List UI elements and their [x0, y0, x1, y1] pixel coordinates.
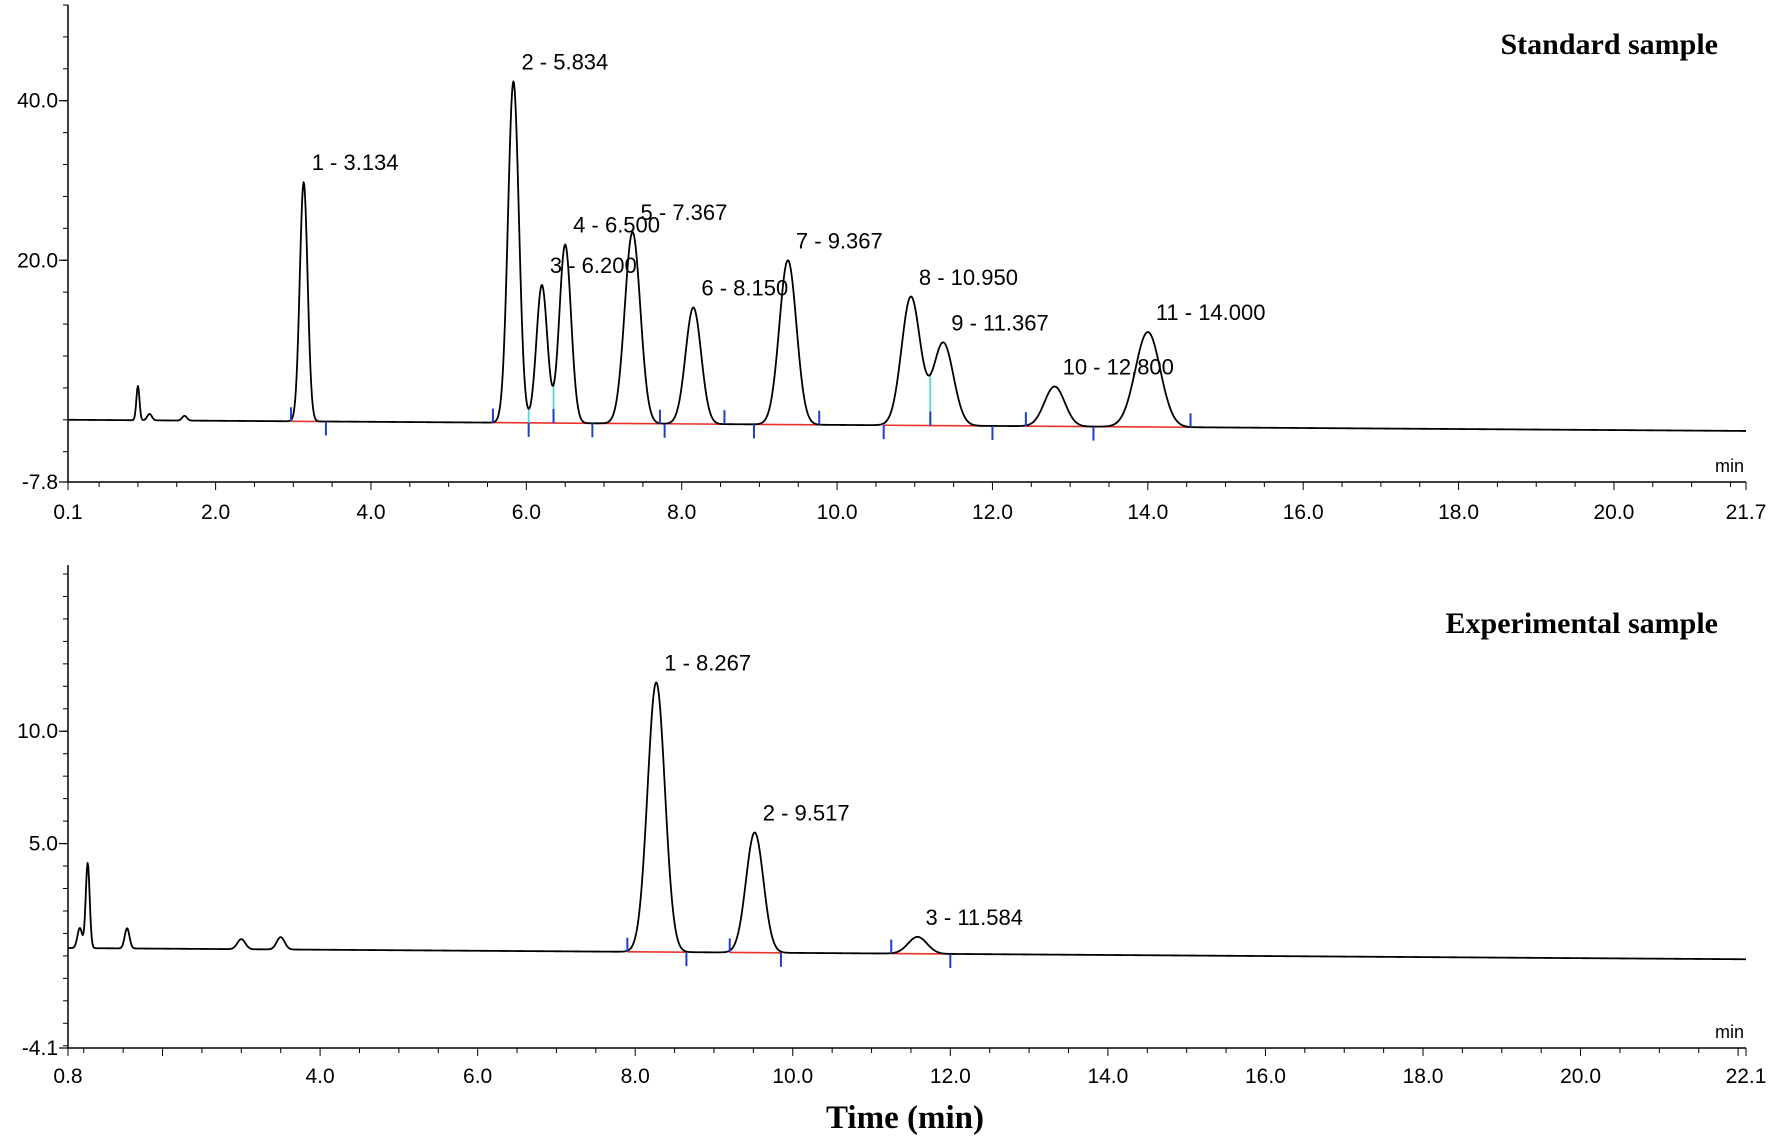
x-tick-label: 4.0: [356, 501, 385, 524]
x-tick-label: 20.0: [1560, 1065, 1601, 1088]
peak-label: 1 - 8.267: [664, 650, 751, 675]
peak-label: 2 - 5.834: [521, 49, 608, 74]
x-tick-label: 18.0: [1438, 501, 1479, 524]
x-unit-label: min: [1715, 456, 1744, 476]
x-tick-label: 21.7: [1726, 501, 1767, 524]
panel-title: Experimental sample: [1446, 607, 1718, 640]
x-tick-label: 12.0: [972, 501, 1013, 524]
y-tick-label: 40.0: [17, 90, 58, 113]
peak-label: 7 - 9.367: [796, 228, 883, 253]
peak-label: 8 - 10.950: [919, 265, 1018, 290]
peak-label: 5 - 7.367: [641, 200, 728, 225]
peak-label: 9 - 11.367: [951, 311, 1048, 336]
y-tick-label: -4.1: [22, 1037, 58, 1060]
x-tick-label: 20.0: [1593, 501, 1634, 524]
x-tick-label: 0.1: [53, 501, 82, 524]
x-tick-label: 2.0: [201, 501, 230, 524]
x-tick-label: 16.0: [1283, 501, 1324, 524]
x-tick-label: 14.0: [1127, 501, 1168, 524]
y-tick-label: 20.0: [17, 249, 58, 272]
x-tick-label: 10.0: [772, 1065, 813, 1088]
x-tick-label: 6.0: [463, 1065, 492, 1088]
peak-label: 3 - 6.200: [550, 253, 637, 278]
chromatogram-trace: [67, 681, 1747, 961]
x-tick-label: 18.0: [1403, 1065, 1444, 1088]
x-tick-label: 4.0: [305, 1065, 334, 1088]
y-tick-label: 5.0: [29, 833, 58, 856]
peak-label: 1 - 3.134: [312, 150, 399, 175]
x-axis-title: Time (min): [826, 1100, 984, 1136]
panel-experimental-sample: 0.8 4.0 6.0 8.0 10.0 12.0 14.0 16.0 18.0 20.0 22.1…: [17, 565, 1766, 1088]
peak-label: 2 - 9.517: [763, 800, 850, 825]
x-unit-label: min: [1715, 1022, 1744, 1042]
peak-label: 11 - 14.000: [1156, 300, 1266, 325]
peak-label: 10 - 12.800: [1063, 354, 1174, 379]
x-tick-label: 16.0: [1245, 1065, 1286, 1088]
y-tick-label: 10.0: [17, 720, 58, 743]
x-tick-label: 22.1: [1726, 1065, 1767, 1088]
peak-label: 3 - 11.584: [926, 905, 1023, 930]
x-tick-label: 8.0: [621, 1065, 650, 1088]
x-tick-label: 10.0: [817, 501, 858, 524]
peak-label: 6 - 8.150: [701, 275, 788, 300]
x-tick-label: 0.8: [53, 1065, 82, 1088]
x-tick-label: 14.0: [1087, 1065, 1128, 1088]
chromatogram-trace: [67, 80, 1747, 432]
x-tick-label: 6.0: [512, 501, 541, 524]
y-tick-label: -7.8: [22, 471, 58, 494]
peak-label: 4 - 6.500: [573, 212, 660, 237]
panel-standard-sample: 0.1 2.0 4.0 6.0 8.0 10.0 12.0 14.0 16.0 18.0 20.0 2…: [17, 4, 1767, 524]
x-tick-label: 8.0: [667, 501, 696, 524]
x-tick-label: 12.0: [930, 1065, 971, 1088]
panel-title: Standard sample: [1500, 28, 1718, 61]
